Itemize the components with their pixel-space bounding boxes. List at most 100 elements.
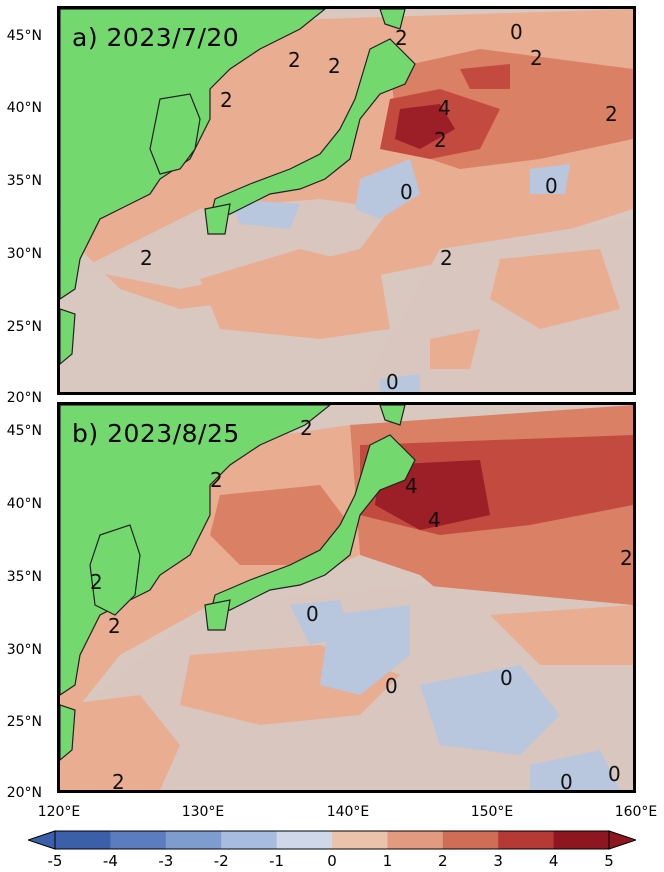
anomaly-region — [200, 249, 390, 339]
colorbar-tick-label: -4 — [102, 852, 118, 870]
lat-tick: 20°N — [6, 785, 42, 801]
lat-tick: 30°N — [6, 642, 42, 658]
land-sakhalin — [379, 405, 406, 426]
colorbar-tick-label: -3 — [158, 852, 174, 870]
colorbar-tick-label: 5 — [604, 852, 614, 870]
lat-tick: 45°N — [6, 28, 42, 44]
land-korea — [89, 524, 141, 616]
colorbar-arrow-left — [28, 830, 56, 850]
anomaly-region — [490, 605, 633, 665]
land-mainland — [60, 405, 331, 696]
anomaly-region — [355, 159, 420, 219]
colorbar-tick-label: 0 — [327, 852, 337, 870]
colorbar-cell — [387, 831, 444, 849]
colorbar-arrow-right — [608, 830, 636, 850]
contour-label: 2 — [90, 570, 103, 594]
contour-label: 4 — [428, 508, 441, 532]
lat-tick: 25°N — [6, 714, 42, 730]
contour-label: 2 — [395, 26, 408, 50]
land-taiwan — [60, 704, 76, 761]
contour-label: 0 — [545, 174, 558, 198]
colorbar-cell — [221, 831, 278, 849]
lat-tick: 20°N — [6, 390, 42, 406]
colorbar-cell — [276, 831, 333, 849]
contour-label: 2 — [300, 416, 313, 440]
lat-tick: 30°N — [6, 246, 42, 262]
panel-title: a) 2023/7/20 — [72, 23, 240, 52]
contour-label: 2 — [220, 88, 233, 112]
lon-tick: 150°E — [470, 804, 514, 820]
land-taiwan — [60, 308, 76, 365]
lon-tick: 140°E — [326, 804, 370, 820]
colorbar-cell — [165, 831, 222, 849]
colorbar-tick-label: 1 — [382, 852, 393, 870]
contour-label: 0 — [560, 770, 573, 790]
lat-tick: 40°N — [6, 100, 42, 116]
contour-label: 0 — [608, 762, 621, 786]
colorbar-cell — [553, 831, 610, 849]
lat-tick: 35°N — [6, 173, 42, 189]
contour-label: 0 — [500, 666, 513, 690]
contour-label: 2 — [530, 46, 543, 70]
colorbar-tick-label: -5 — [47, 852, 63, 870]
colorbar — [28, 830, 636, 850]
anomaly-region — [395, 104, 455, 149]
map-panel-a: 2 2 2 2 2 0 2 4 2 2 0 0 2 0 a) 2023/7/20 — [57, 6, 636, 395]
anomaly-region — [490, 249, 620, 329]
lat-tick: 35°N — [6, 569, 42, 585]
anomaly-region — [80, 199, 390, 289]
colorbar-cell — [498, 831, 555, 849]
land-korea — [149, 93, 201, 175]
colorbar-tick-label: 2 — [438, 852, 448, 870]
lat-tick: 45°N — [6, 423, 42, 439]
anomaly-map-b: 2 2 2 4 4 2 2 0 0 0 0 0 2 — [60, 405, 633, 790]
contour-label: 2 — [210, 468, 223, 492]
contour-label: 2 — [440, 246, 453, 270]
contour-label: 0 — [306, 602, 319, 626]
land-japan — [209, 434, 416, 616]
colorbar-cell — [332, 831, 388, 849]
anomaly-region — [210, 485, 350, 565]
contour-label: 2 — [112, 770, 125, 790]
contour-label: 2 — [108, 614, 121, 638]
land-sakhalin — [379, 9, 406, 30]
contour-label: 0 — [510, 20, 523, 44]
lon-tick: 160°E — [614, 804, 658, 820]
contour-label: 0 — [400, 180, 413, 204]
colorbar-tick-label: -1 — [269, 852, 285, 870]
map-panel-b: 2 2 2 4 4 2 2 0 0 0 0 0 2 b) 2023/8/25 — [57, 402, 636, 793]
anomaly-region — [320, 605, 410, 695]
contour-label: 4 — [438, 96, 451, 120]
contour-label: 2 — [140, 246, 153, 270]
anomaly-region — [380, 374, 420, 392]
colorbar-tick-label: 3 — [493, 852, 503, 870]
colorbar-cell — [55, 831, 111, 849]
land-japan — [209, 38, 416, 220]
contour-label: 2 — [620, 546, 633, 570]
land-kyushu — [204, 203, 231, 235]
colorbar-tick-label: -2 — [213, 852, 229, 870]
contour-label: 2 — [434, 128, 447, 152]
contour-label: 0 — [385, 674, 398, 698]
lat-tick: 40°N — [6, 496, 42, 512]
anomaly-region — [530, 164, 570, 194]
anomaly-region — [430, 329, 480, 369]
colorbar-frame — [54, 830, 610, 850]
anomaly-region — [530, 750, 620, 790]
colorbar-cell — [110, 831, 167, 849]
lon-tick: 120°E — [37, 804, 81, 820]
anomaly-region — [460, 64, 510, 89]
colorbar-tick-label: 4 — [548, 852, 559, 870]
anomaly-region — [230, 199, 300, 229]
panel-title: b) 2023/8/25 — [72, 419, 240, 448]
anomaly-region — [420, 665, 560, 755]
colorbar-cell — [442, 831, 499, 849]
anomaly-map-a: 2 2 2 2 2 0 2 4 2 2 0 0 2 0 — [60, 9, 633, 392]
contour-label: 4 — [405, 474, 418, 498]
contour-label: 0 — [386, 370, 399, 392]
lat-tick: 25°N — [6, 319, 42, 335]
lon-tick: 130°E — [181, 804, 225, 820]
land-kyushu — [204, 599, 231, 631]
contour-label: 2 — [605, 102, 618, 126]
contour-label: 2 — [328, 54, 341, 78]
